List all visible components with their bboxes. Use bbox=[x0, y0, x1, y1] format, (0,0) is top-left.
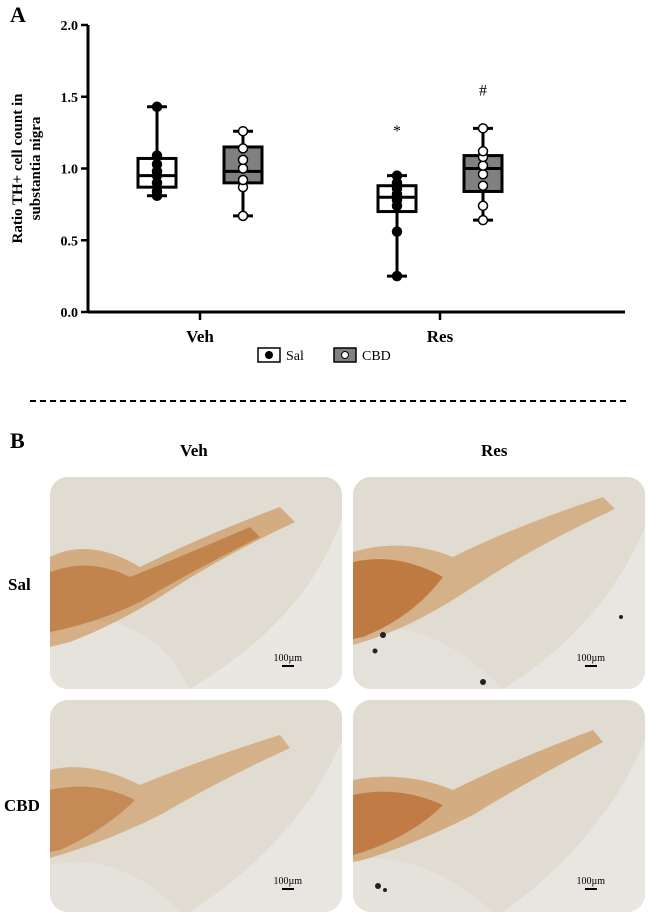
column-header-veh: Veh bbox=[180, 441, 208, 460]
point-sal-res bbox=[391, 270, 403, 282]
y-tick-label: 0.5 bbox=[61, 234, 79, 249]
row-header-sal: Sal bbox=[8, 575, 31, 594]
x-tick-label-veh: Veh bbox=[186, 327, 214, 346]
point-sal-veh bbox=[151, 186, 163, 197]
point-sal-res bbox=[391, 170, 403, 181]
point-cbd-veh bbox=[237, 125, 249, 137]
legend-marker-cbd bbox=[341, 351, 349, 359]
x-tick-label-res: Res bbox=[427, 327, 454, 346]
micrograph-sal-veh: 100µm bbox=[50, 477, 342, 689]
legend-label-sal: Sal bbox=[286, 349, 304, 364]
micrograph-cbd-res: 100µm bbox=[353, 700, 645, 912]
scale-bar: 100µm bbox=[576, 876, 605, 890]
point-cbd-res bbox=[477, 180, 489, 191]
annotation-sal: * bbox=[393, 123, 401, 140]
point-cbd-res bbox=[477, 168, 489, 180]
point-cbd-res bbox=[477, 200, 489, 212]
point-cbd-veh bbox=[237, 210, 249, 222]
point-cbd-res bbox=[477, 214, 489, 226]
legend-label-cbd: CBD bbox=[362, 349, 391, 364]
y-tick-label: 0.0 bbox=[61, 306, 79, 321]
point-cbd-veh bbox=[237, 154, 249, 166]
point-sal-veh bbox=[151, 158, 163, 170]
panel-divider bbox=[30, 400, 626, 402]
panel-b-label: B bbox=[10, 428, 25, 453]
row-header-cbd: CBD bbox=[4, 796, 40, 815]
box-plot-chart: 0.0 0.5 1.0 1.5 2.0 Ratio TH+ cell count in su… bbox=[10, 19, 625, 364]
y-axis-label: substantia nigra bbox=[28, 116, 44, 220]
micrograph-cbd-veh: 100µm bbox=[50, 700, 342, 912]
scale-bar: 100µm bbox=[273, 876, 302, 890]
scale-bar: 100µm bbox=[576, 653, 605, 667]
y-axis-label: Ratio TH+ cell count in bbox=[10, 93, 26, 244]
point-cbd-res bbox=[477, 123, 489, 134]
point-sal-res bbox=[391, 226, 403, 237]
point-cbd-veh bbox=[237, 143, 249, 154]
scale-bar: 100µm bbox=[273, 653, 302, 667]
point-cbd-res bbox=[477, 160, 489, 171]
point-cbd-res bbox=[477, 146, 489, 157]
y-tick-label: 2.0 bbox=[61, 19, 79, 34]
legend-marker-sal bbox=[265, 351, 273, 359]
y-tick-label: 1.0 bbox=[61, 163, 79, 178]
point-sal-veh bbox=[151, 101, 163, 113]
column-header-res: Res bbox=[481, 441, 508, 460]
y-tick-label: 1.5 bbox=[61, 91, 79, 106]
point-cbd-veh bbox=[237, 174, 249, 186]
micrograph-sal-res: 100µm bbox=[353, 477, 645, 689]
point-sal-veh bbox=[151, 150, 163, 161]
panel-a-label: A bbox=[10, 2, 26, 27]
annotation-cbd: # bbox=[479, 83, 487, 100]
point-cbd-veh bbox=[237, 163, 249, 174]
